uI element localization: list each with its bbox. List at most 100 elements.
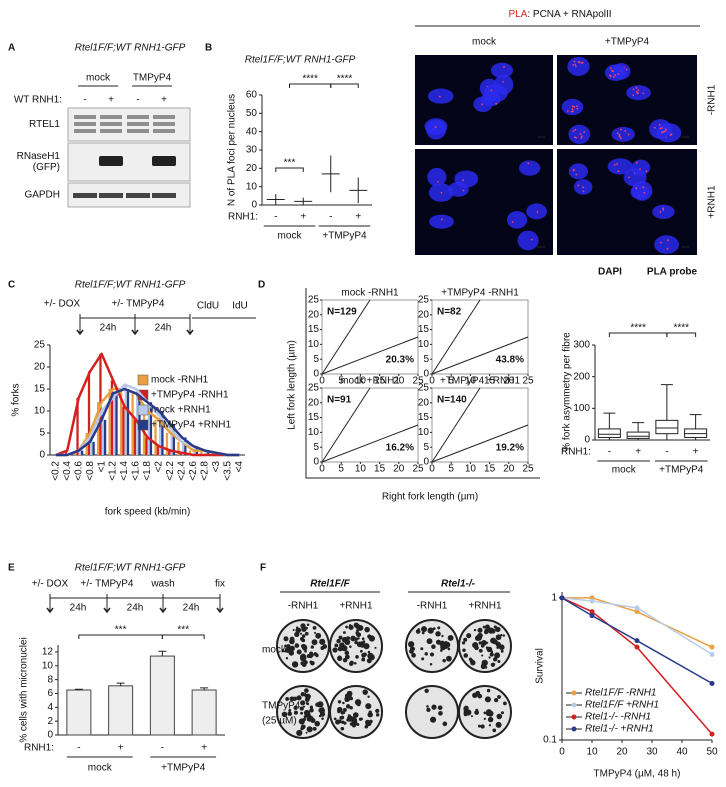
panel-title: Rtel1F/F;WT RNH1-GFP <box>75 43 186 54</box>
fit-line <box>55 352 240 457</box>
y-tick-label: 10 <box>42 660 54 671</box>
point <box>589 598 595 604</box>
y-tick-label: 25 <box>308 383 320 394</box>
x-tick-label: 15 <box>374 376 386 387</box>
lane-sign: + <box>161 95 167 106</box>
colony <box>294 643 300 648</box>
colony <box>314 631 317 634</box>
colony <box>415 629 421 634</box>
x-tick-label: 10 <box>355 376 367 387</box>
pla-dot <box>616 162 619 165</box>
colony <box>365 703 372 710</box>
colony <box>295 629 298 632</box>
pla-dot <box>662 209 665 211</box>
pla-dot <box>613 164 616 166</box>
image-row-label: +RNH1 <box>707 185 718 219</box>
pulse-label: IdU <box>232 301 248 312</box>
x-tick-label: 10 <box>586 747 598 758</box>
pla-dot <box>481 103 484 106</box>
colony <box>359 649 363 653</box>
colony <box>314 720 320 727</box>
colony <box>432 627 436 631</box>
y-tick-label: 20 <box>308 309 320 320</box>
pla-dot <box>611 69 613 72</box>
y-tick-label: 5 <box>313 442 319 453</box>
colony <box>490 628 496 634</box>
nucleus <box>652 204 675 219</box>
colony <box>408 641 415 648</box>
pla-dot <box>490 89 493 92</box>
significance-label: **** <box>673 323 689 334</box>
y-tick-label: 20 <box>34 362 46 373</box>
colony <box>300 700 306 706</box>
pla-dot <box>642 92 645 95</box>
colony <box>478 648 483 653</box>
colony <box>498 644 505 651</box>
bar <box>131 393 134 455</box>
bar <box>158 415 162 455</box>
bar <box>108 685 134 736</box>
colony <box>490 637 497 644</box>
colony <box>344 654 350 660</box>
nucleus <box>611 126 635 142</box>
colony <box>301 634 306 638</box>
colony <box>310 645 314 649</box>
bar <box>66 689 92 736</box>
colony <box>489 652 494 657</box>
colony <box>429 652 435 657</box>
x-tick-label: <1 <box>96 461 107 473</box>
colony <box>347 714 351 718</box>
category-label: + <box>300 212 306 223</box>
band <box>126 193 150 198</box>
panel-title: Rtel1F/F;WT RNH1-GFP <box>245 55 356 66</box>
nucleus <box>567 56 590 76</box>
y-axis-label: Left fork length (µm) <box>287 340 298 430</box>
colony <box>312 625 317 630</box>
bar <box>126 389 130 455</box>
colony <box>283 636 289 642</box>
colony <box>281 711 288 718</box>
reference-line <box>321 336 419 375</box>
colony <box>302 644 306 648</box>
group-label: mock <box>612 465 637 476</box>
pla-dot <box>664 130 666 133</box>
y-tick-label: 15 <box>418 412 430 423</box>
pla-dot <box>571 108 574 110</box>
y-tick-label: 1 <box>551 593 557 604</box>
panel-letter: B <box>205 43 212 54</box>
arrow-head <box>186 329 194 336</box>
colony <box>321 640 325 644</box>
colony <box>344 639 351 646</box>
colony <box>490 662 496 667</box>
timeline-label: +/- DOX <box>32 579 69 590</box>
condition-label: TMPyP4 <box>133 73 172 84</box>
x-tick-label: 10 <box>465 464 477 475</box>
y-axis-label: Survival <box>535 648 546 684</box>
y-tick-label: 0 <box>423 369 429 380</box>
point <box>634 644 640 650</box>
colony <box>344 650 350 656</box>
colony <box>421 631 425 635</box>
colony <box>426 705 429 708</box>
x-tick-label: 15 <box>484 376 496 387</box>
nucleus <box>483 84 508 103</box>
colony <box>367 711 373 718</box>
significance-label: *** <box>284 158 296 169</box>
nucleus <box>631 159 651 176</box>
category-label: - <box>665 447 668 458</box>
x-tick-label: <2.4 <box>177 461 188 481</box>
pla-dot <box>536 211 539 213</box>
colony <box>355 623 361 629</box>
pla-dot <box>659 127 662 130</box>
timeline-label: wash <box>150 579 174 590</box>
image-title: PLA: PCNA + RNApolII <box>508 9 611 20</box>
y-tick-label: 25 <box>308 295 320 306</box>
colony <box>342 631 346 634</box>
group-label: +TMPyP4 <box>659 465 704 476</box>
point <box>709 651 715 657</box>
bar <box>156 446 159 455</box>
pla-dot <box>637 89 640 92</box>
colony <box>301 638 306 643</box>
colony <box>343 645 346 648</box>
